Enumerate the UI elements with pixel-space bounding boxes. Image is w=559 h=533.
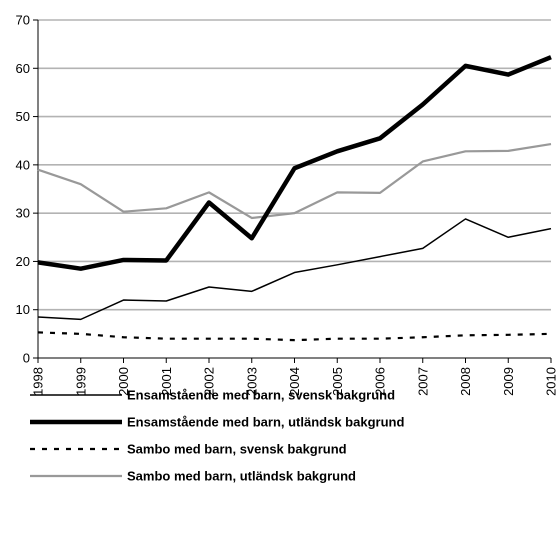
y-tick-label: 60 (16, 61, 30, 76)
axes (33, 19, 552, 363)
legend-item-4: Sambo med barn, utländsk bakgrund (30, 469, 356, 484)
legend-item-2: Ensamstående med barn, utländsk bakgrund (30, 415, 404, 430)
x-tick-label: 1998 (31, 367, 46, 396)
y-tick-label: 20 (16, 254, 30, 269)
x-tick-label: 2003 (244, 367, 259, 396)
y-tick-label: 0 (23, 351, 30, 366)
legend-item-1: Ensamstående med barn, svensk bakgrund (30, 388, 395, 403)
legend-label: Sambo med barn, utländsk bakgrund (127, 469, 356, 484)
x-tick-label: 2010 (544, 367, 559, 396)
legend-label: Ensamstående med barn, utländsk bakgrund (127, 415, 404, 430)
y-tick-label: 50 (16, 109, 30, 124)
x-tick-label: 1999 (73, 367, 88, 396)
y-tick-labels: 0 10 20 30 40 50 60 70 (16, 13, 30, 366)
series-lines (37, 55, 552, 342)
x-tick-labels: 1998 1999 2000 2001 2002 2003 2004 2005 2006 2007… (31, 367, 559, 396)
legend-label: Ensamstående med barn, svensk bakgrund (127, 388, 395, 403)
x-tick-label: 2005 (330, 367, 345, 396)
y-tick-label: 70 (16, 13, 30, 28)
series-line-4 (37, 143, 552, 220)
x-tick-label: 2000 (116, 367, 131, 396)
legend-item-3: Sambo med barn, svensk bakgrund (30, 442, 347, 457)
y-tick-label: 30 (16, 206, 30, 221)
x-tick-label: 2007 (415, 367, 430, 396)
x-tick-label: 2002 (202, 367, 217, 396)
series-line-1 (37, 218, 552, 321)
y-tick-label: 40 (16, 157, 30, 172)
legend: Ensamstående med barn, svensk bakgrund En… (30, 388, 404, 484)
series-line-3 (37, 331, 552, 342)
gridlines (38, 19, 551, 311)
x-tick-label: 2001 (159, 367, 174, 396)
y-tick-label: 10 (16, 302, 30, 317)
legend-label: Sambo med barn, svensk bakgrund (127, 442, 347, 457)
x-tick-label: 2006 (373, 367, 388, 396)
x-tick-label: 2009 (501, 367, 516, 396)
series-line-2 (37, 55, 552, 271)
x-tick-label: 2008 (458, 367, 473, 396)
x-tick-label: 2004 (287, 367, 302, 396)
